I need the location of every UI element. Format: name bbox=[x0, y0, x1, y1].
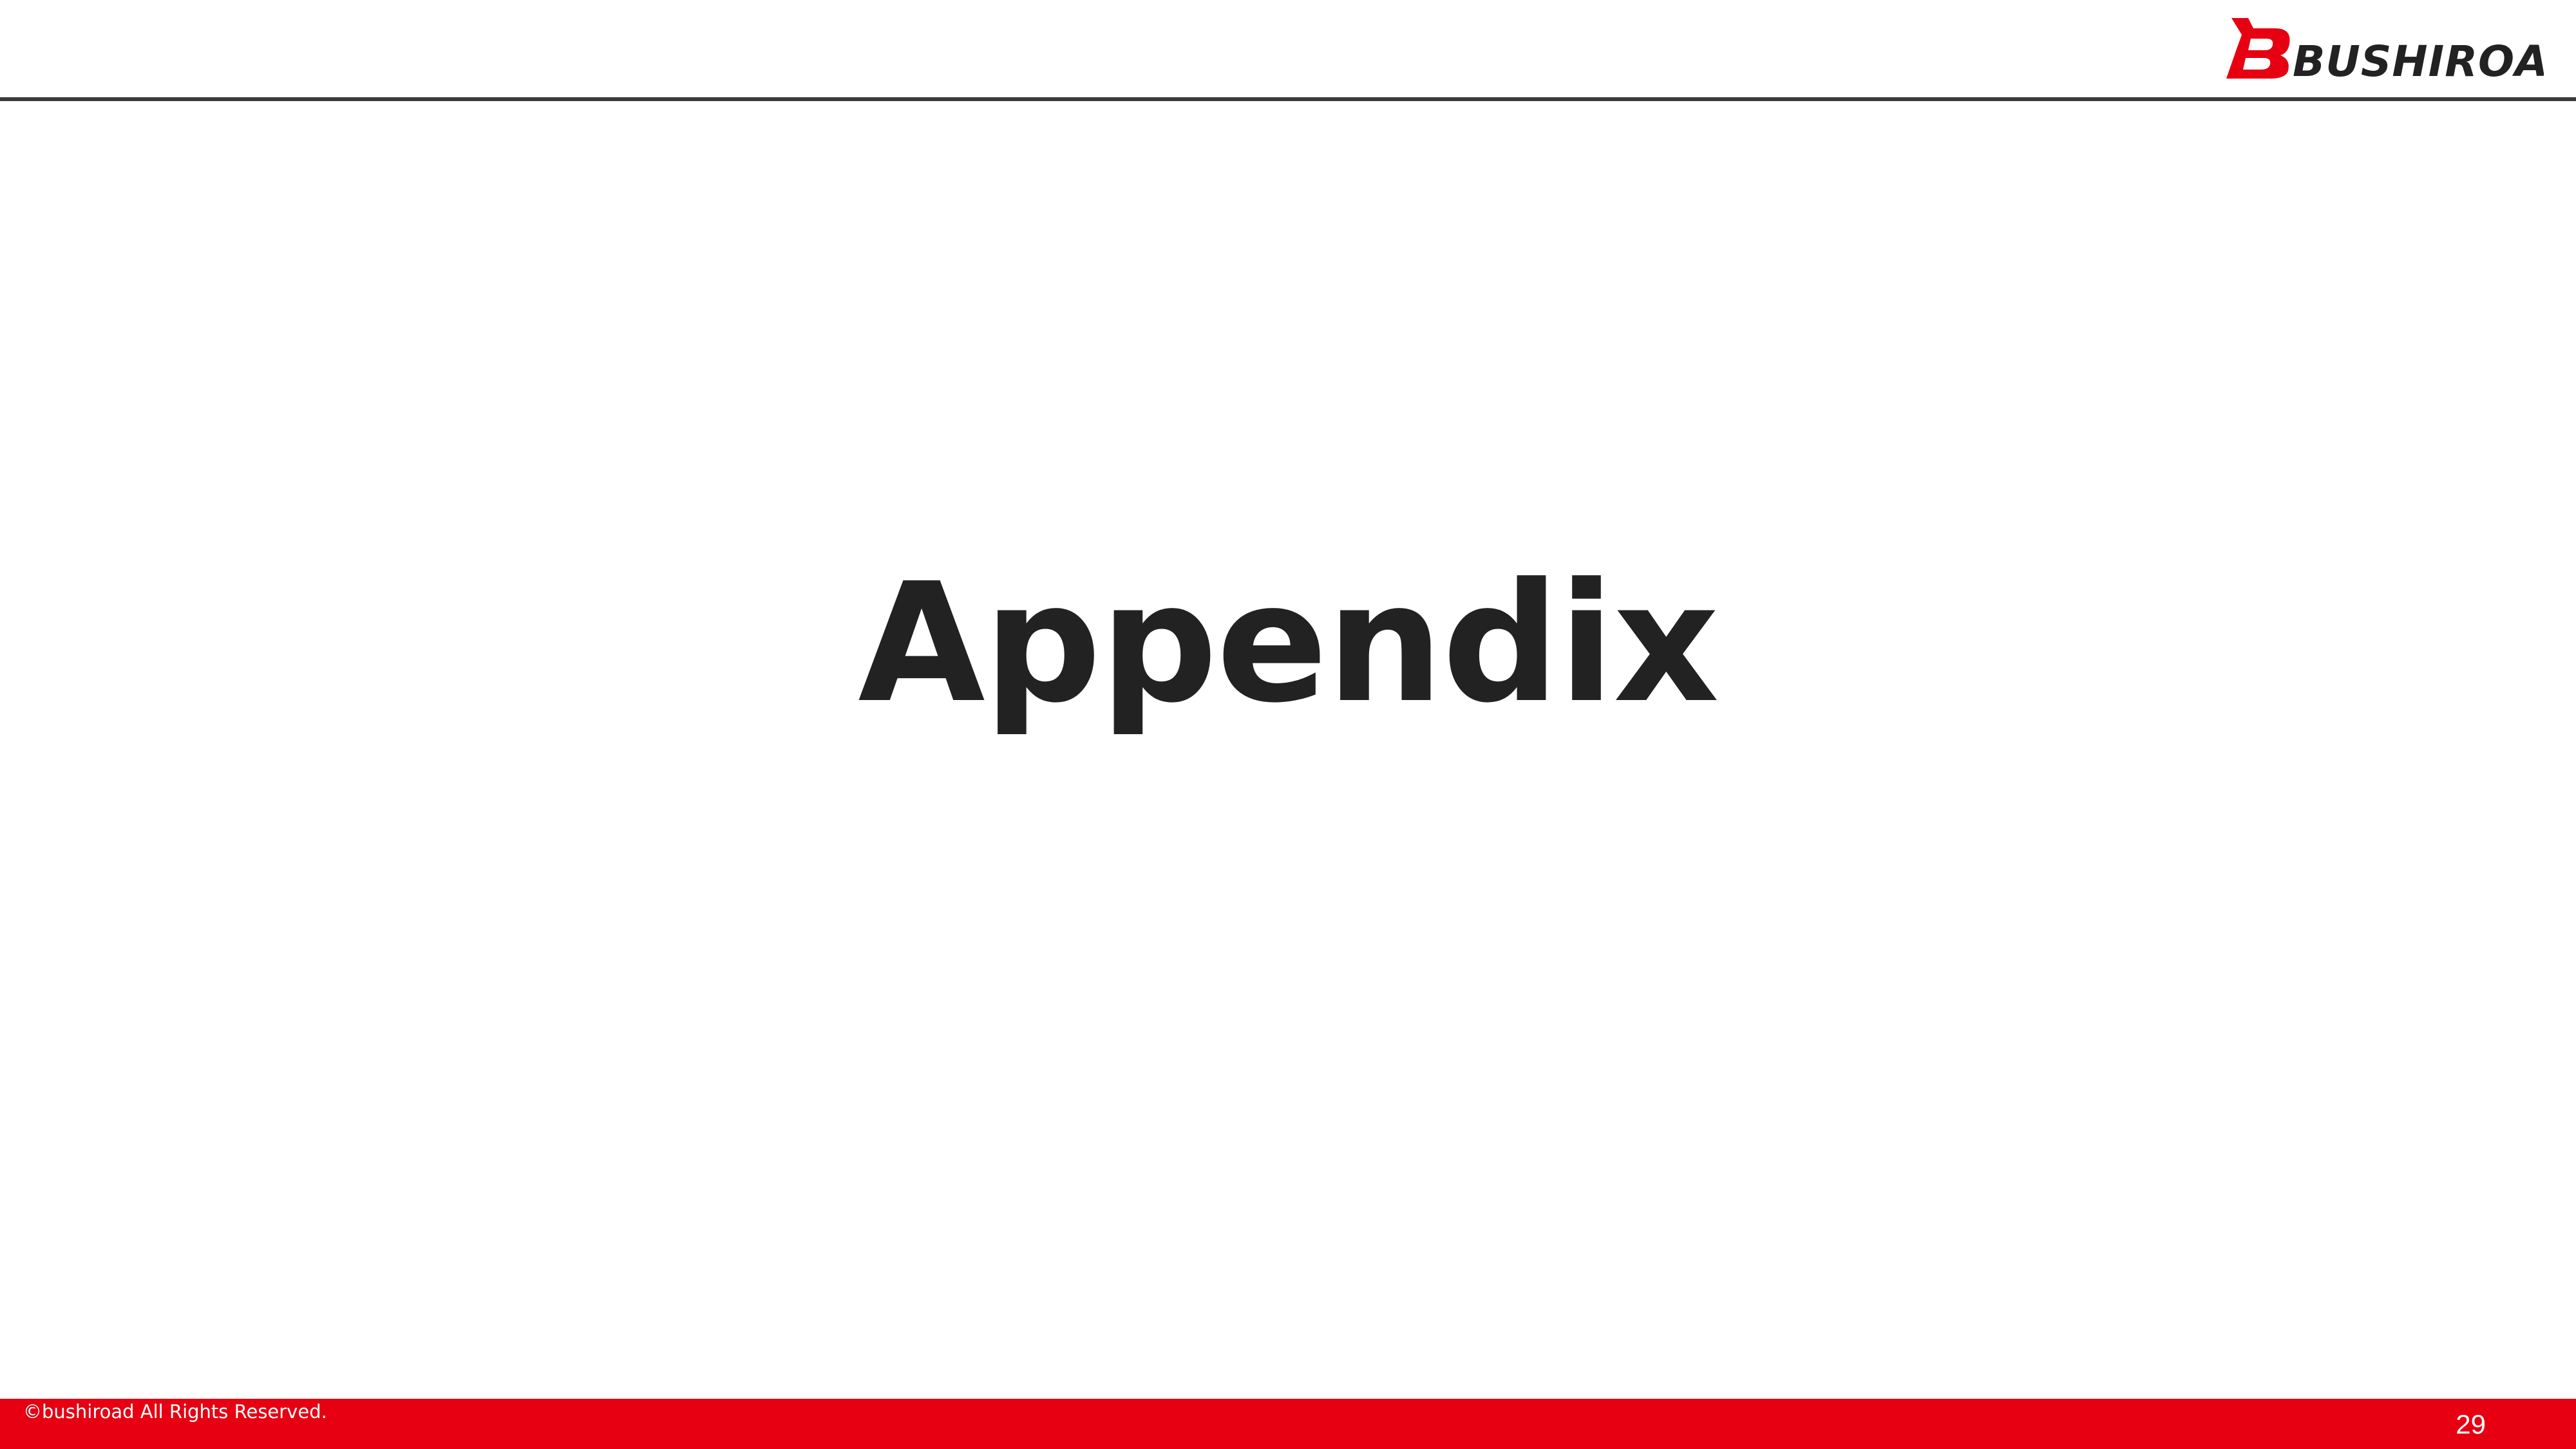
b-mark-icon bbox=[2226, 18, 2290, 79]
page-number: 29 bbox=[2456, 1409, 2486, 1439]
page-title: Appendix bbox=[858, 548, 1719, 739]
bushiroad-logo: BUSHIROAD bbox=[2225, 15, 2544, 86]
footer-bar bbox=[0, 1399, 2576, 1449]
header-divider bbox=[0, 97, 2576, 101]
logo-wordmark: BUSHIROAD bbox=[2293, 37, 2544, 86]
copyright-text: ©bushiroad All Rights Reserved. bbox=[23, 1401, 327, 1423]
